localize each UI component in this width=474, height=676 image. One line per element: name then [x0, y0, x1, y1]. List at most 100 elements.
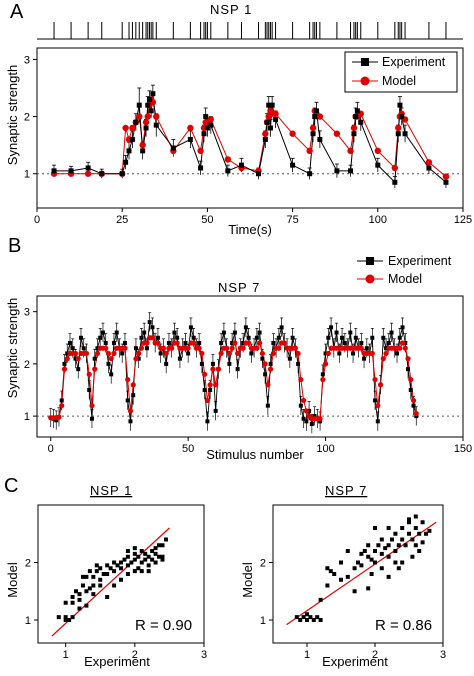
model-point	[333, 130, 341, 137]
scatter-point	[325, 583, 330, 588]
model-point	[289, 130, 296, 137]
scatter-point	[87, 569, 92, 574]
model-point	[86, 371, 92, 377]
experiment-point	[269, 102, 275, 108]
scatter-point	[403, 543, 408, 548]
experiment-point	[273, 116, 279, 122]
experiment-point	[232, 330, 237, 335]
model-point	[224, 156, 232, 163]
scatter-point	[150, 549, 155, 553]
experiment-point	[99, 171, 105, 177]
panel-a-title: NSP 1	[210, 2, 252, 17]
scatter-point	[146, 563, 151, 568]
experiment-point	[400, 325, 405, 330]
experiment-point	[353, 114, 359, 120]
experiment-point	[443, 179, 449, 185]
scatter-point	[332, 572, 337, 576]
panel-b-legend: Experiment Model	[355, 252, 467, 290]
panel-letter-a: A	[10, 1, 24, 23]
experiment-point	[348, 330, 353, 335]
experiment-point	[399, 114, 405, 120]
experiment-point	[351, 351, 356, 356]
scatter-point	[301, 615, 306, 620]
scatter-point	[125, 554, 130, 559]
x-tick-label: 100	[369, 214, 387, 226]
experiment-point	[191, 335, 196, 340]
scatter-point	[143, 551, 148, 556]
scatter-point	[94, 569, 99, 574]
model-point	[413, 410, 419, 417]
experiment-point	[411, 403, 416, 408]
legend-marker-model	[365, 274, 375, 284]
experiment-point	[279, 325, 284, 330]
experiment-point	[67, 341, 72, 345]
experiment-point	[203, 114, 209, 120]
experiment-point	[128, 419, 133, 424]
model-point	[229, 345, 235, 351]
model-point	[139, 141, 146, 149]
model-point	[320, 376, 326, 383]
model-point	[276, 345, 282, 351]
panel-c-left-r-value: R = 0.90	[135, 617, 192, 634]
scatter-point	[345, 574, 350, 579]
experiment-point	[136, 102, 142, 108]
experiment-point	[309, 421, 314, 426]
panel-a-y-axis-label: Synaptic strength	[5, 65, 20, 165]
scatter-point	[146, 569, 151, 574]
experiment-point	[414, 414, 419, 419]
scatter-point	[373, 560, 377, 565]
experiment-point	[136, 356, 141, 361]
experiment-point	[340, 335, 345, 340]
model-point	[246, 340, 252, 346]
experiment-point	[290, 162, 296, 168]
experiment-point	[334, 330, 339, 335]
experiment-point	[129, 136, 135, 142]
scatter-point	[139, 549, 144, 553]
experiment-point	[114, 330, 119, 335]
scatter-point	[410, 554, 415, 559]
experiment-point	[318, 419, 323, 424]
scatter-point	[369, 572, 374, 576]
model-point	[399, 340, 406, 346]
scatter-point	[305, 612, 309, 617]
experiment-point	[304, 419, 309, 424]
model-point	[397, 345, 403, 351]
plot-frame	[36, 47, 464, 209]
scatter-point	[132, 569, 137, 574]
scatter-point	[383, 546, 388, 551]
legend-marker-experiment	[361, 58, 369, 66]
experiment-point	[155, 335, 160, 340]
panel-c: C NSP 1 Model Experiment 1 2 312 R = 0.90 …	[4, 475, 446, 669]
scatter-point	[379, 537, 384, 542]
scatter-point	[345, 549, 350, 553]
model-point	[322, 361, 329, 367]
scatter-point	[125, 563, 130, 568]
experiment-point	[145, 102, 151, 108]
experiment-point	[111, 341, 116, 345]
x-tick-label: 0	[48, 443, 54, 455]
scatter-point	[63, 600, 68, 605]
experiment-point	[198, 165, 204, 171]
scatter-point	[105, 563, 110, 568]
model-point	[56, 414, 62, 420]
panel-c-left-title: NSP 1	[90, 483, 132, 498]
experiment-point	[197, 341, 202, 345]
experiment-point	[221, 330, 226, 335]
model-point	[410, 397, 417, 404]
scatter-point	[373, 526, 377, 530]
experiment-point	[406, 367, 411, 372]
scatter-point	[366, 554, 371, 559]
experiment-point	[122, 341, 127, 345]
y-tick-label: 3	[24, 307, 30, 319]
scatter-point	[400, 537, 405, 542]
panel-b-y-axis-label: Synaptic strength	[5, 298, 20, 398]
scatter-point	[146, 554, 151, 559]
scatter-point	[386, 543, 391, 548]
scatter-point	[407, 517, 411, 522]
model-point	[372, 376, 378, 383]
legend-label-experiment: Experiment	[382, 55, 446, 69]
experiment-point	[153, 122, 159, 128]
scatter-point	[366, 543, 371, 548]
model-point	[316, 113, 324, 120]
panel-a-plot: 0 25 50 75 100 125 1 2 3	[24, 47, 472, 226]
